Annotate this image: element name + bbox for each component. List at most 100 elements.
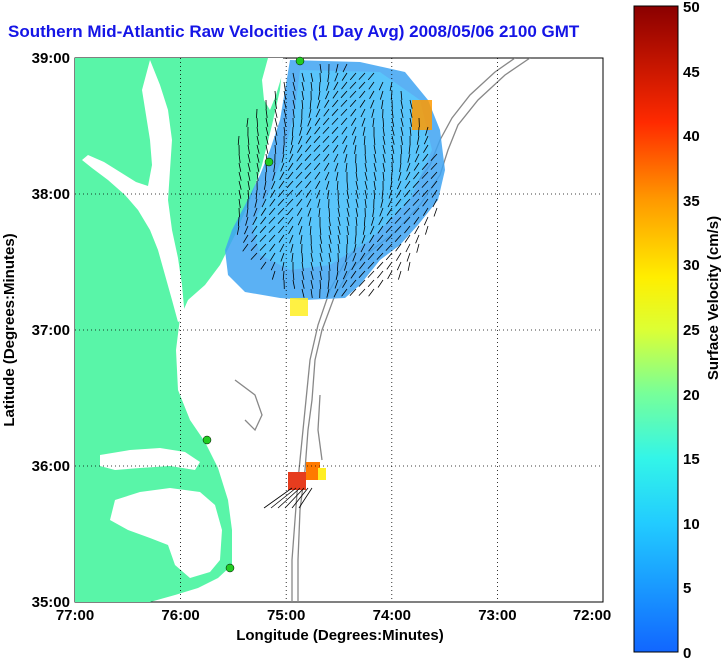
velocity-arrow (301, 72, 305, 82)
colorbar-tick-label: 5 (683, 580, 691, 597)
velocity-arrow (362, 225, 366, 235)
velocity-arrow (350, 270, 357, 279)
colorbar-label: Surface Velocity (cm/s) (705, 216, 722, 380)
velocity-arrow (395, 252, 402, 261)
velocity-arrow (323, 108, 330, 117)
velocity-arrow (343, 144, 348, 154)
velocity-arrow (256, 135, 260, 145)
colorbar-gradient (633, 5, 679, 653)
velocity-arrow (265, 171, 267, 182)
velocity-arrow (367, 270, 375, 278)
velocity-arrow (349, 90, 357, 98)
velocity-arrow (407, 261, 411, 271)
velocity-arrow (349, 288, 357, 296)
velocity-arrow (430, 153, 438, 161)
velocity-arrow (346, 225, 349, 235)
velocity-arrow (292, 99, 296, 109)
velocity-arrow (310, 288, 313, 298)
velocity-arrow (358, 288, 366, 296)
velocity-arrow (400, 144, 403, 155)
velocity-arrow (425, 126, 429, 136)
velocity-arrow (334, 162, 339, 172)
velocity-arrow (422, 207, 429, 216)
velocity-arrow (421, 171, 429, 179)
velocity-arrow (430, 171, 438, 179)
velocity-arrow (400, 90, 403, 101)
velocity-arrow (349, 99, 357, 108)
velocity-arrow (310, 279, 314, 289)
velocity-arrow (396, 180, 402, 190)
velocity-arrow (364, 162, 368, 172)
velocity-arrow (371, 108, 375, 118)
velocity-arrow (391, 144, 395, 154)
velocity-arrow (247, 171, 251, 181)
velocity-arrow (323, 162, 330, 171)
velocity-arrow (340, 99, 348, 107)
velocity-arrow (271, 180, 276, 190)
velocity-arrow (423, 216, 429, 226)
velocity-arrow (299, 126, 303, 136)
velocity-arrow (382, 117, 384, 128)
velocity-arrow (363, 135, 366, 146)
velocity-arrow (342, 279, 348, 288)
velocity-arrow (354, 144, 357, 154)
velocity-arrow (292, 90, 296, 100)
velocity-arrow (367, 252, 375, 261)
velocity-arrow (310, 270, 314, 280)
velocity-arrow (265, 135, 269, 145)
velocity-arrow (369, 90, 375, 99)
velocity-arrow (361, 234, 366, 244)
velocity-arrow (308, 216, 312, 226)
velocity-arrow (414, 225, 420, 235)
velocity-arrow (409, 108, 413, 118)
velocity-arrow (377, 225, 384, 234)
velocity-arrow (263, 487, 293, 509)
velocity-arrow (246, 207, 249, 217)
velocity-arrow (335, 171, 339, 181)
velocity-arrow (279, 171, 285, 181)
velocity-arrow (337, 216, 341, 226)
velocity-arrow (288, 153, 294, 163)
velocity-arrow (380, 198, 384, 208)
current-field-detail (252, 70, 432, 270)
y-tick-label: 36:00 (32, 458, 70, 475)
velocity-arrow (319, 243, 323, 253)
velocity-arrow (301, 261, 304, 271)
velocity-arrow (368, 81, 375, 90)
velocity-arrow (344, 261, 348, 271)
velocity-arrow (405, 243, 411, 253)
velocity-arrow (295, 171, 303, 179)
velocity-arrow (382, 153, 386, 163)
velocity-arrow (400, 108, 404, 118)
velocity-arrow (431, 180, 438, 189)
velocity-arrow (373, 162, 377, 172)
velocity-arrow (297, 144, 303, 153)
velocity-arrow (418, 126, 420, 137)
velocity-arrow (328, 207, 330, 218)
hotspot-ne (412, 100, 432, 130)
velocity-arrow (256, 171, 259, 181)
velocity-arrow (256, 162, 260, 172)
velocity-arrow (283, 117, 287, 127)
velocity-arrow (274, 117, 278, 127)
x-tick-label: 75:00 (267, 607, 305, 624)
velocity-arrow (259, 225, 267, 234)
velocity-arrow (292, 72, 296, 82)
velocity-arrow (298, 135, 303, 145)
velocity-arrow (262, 189, 267, 199)
velocity-arrow (268, 207, 276, 216)
velocity-arrow (385, 225, 393, 233)
velocity-arrow (359, 90, 366, 99)
velocity-arrow (247, 189, 250, 200)
velocity-arrow (324, 171, 330, 181)
velocity-arrow (340, 108, 348, 116)
velocity-arrow (409, 117, 413, 127)
velocity-arrow (279, 243, 285, 253)
velocity-arrow (403, 189, 411, 198)
velocity-arrow (278, 234, 285, 243)
velocity-arrow (277, 189, 285, 198)
velocity-arrow (244, 225, 249, 235)
velocity-arrow (391, 171, 393, 182)
colorbar-tick-label: 45 (683, 64, 700, 81)
velocity-arrow (255, 189, 258, 200)
